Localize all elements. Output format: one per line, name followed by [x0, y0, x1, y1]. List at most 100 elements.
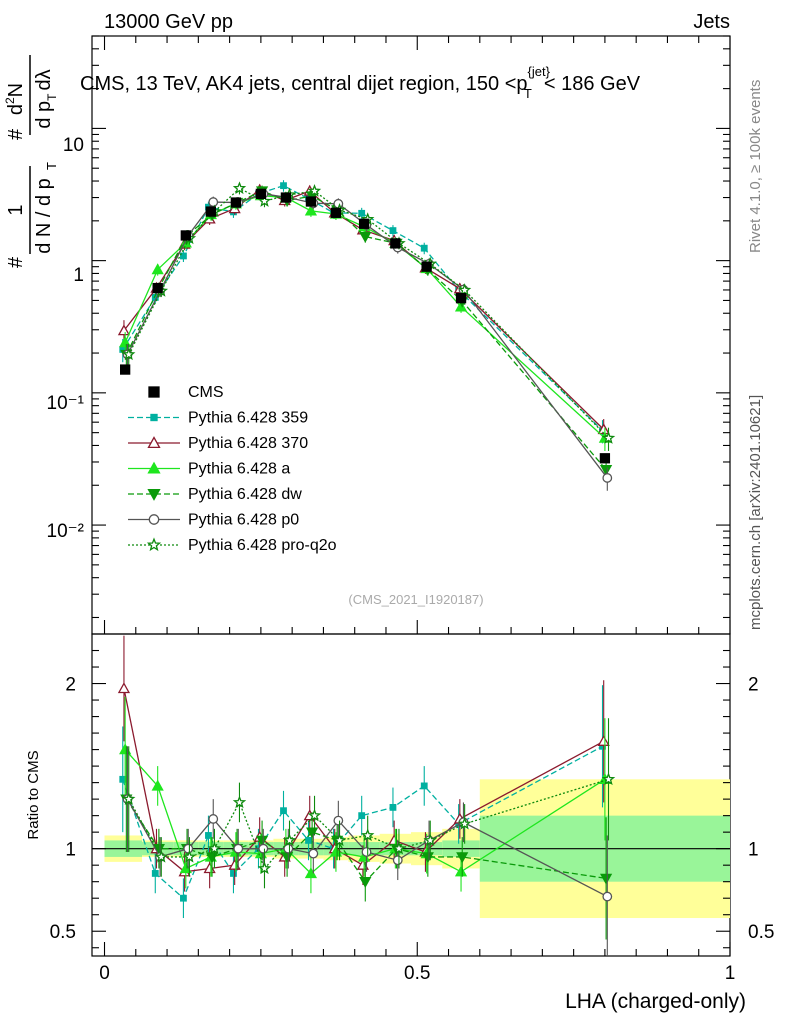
chart-title-sup: {jet} — [528, 64, 551, 79]
ratio-point — [283, 843, 294, 854]
y-label-hash-2: # — [5, 128, 27, 140]
ratio-point — [359, 877, 372, 889]
legend: CMS Pythia 6.428 359 Pythia 6.428 370 Pythi… — [128, 384, 337, 554]
x-tick-label: 1 — [725, 963, 736, 984]
y-tick-label-0.01: 10⁻² — [47, 521, 85, 542]
chart-title: CMS, 13 TeV, AK4 jets, central dijet reg… — [80, 64, 641, 101]
ratio-point — [601, 772, 616, 786]
x-tick-label: 0.5 — [404, 963, 430, 984]
analysis-id: (CMS_2021_I1920187) — [348, 592, 483, 607]
axis-ticks: 0 0.5 1 0.5 0.5 1 1 2 2 — [50, 35, 774, 984]
ratio-point — [389, 803, 397, 811]
ratio-point — [233, 843, 244, 854]
ratio-point — [602, 891, 613, 902]
legend-item-3: Pythia 6.428 a — [128, 461, 290, 478]
legend-label: Pythia 6.428 pro-q2o — [188, 537, 337, 554]
chart-title-tail: < 186 GeV — [544, 73, 641, 95]
ratio-point — [208, 814, 219, 824]
ratio-series-line — [122, 745, 603, 900]
y-label-fraction-1-num: 1 — [5, 204, 27, 215]
data-point — [421, 261, 432, 272]
ratio-point — [305, 837, 312, 844]
ratio-point — [457, 816, 472, 830]
legend-label: Pythia 6.428 370 — [188, 435, 308, 452]
ratio-point — [361, 828, 375, 842]
ratio-point — [154, 849, 169, 863]
y-label-fraction-1-den-sub: T — [44, 162, 59, 170]
main-y-axis: 10 1 10⁻¹ 10⁻² — [47, 135, 85, 542]
ratio-point — [392, 855, 403, 866]
data-point — [358, 218, 370, 229]
y-tick-label-1: 1 — [73, 265, 84, 286]
data-point — [205, 206, 216, 217]
main-point — [257, 194, 272, 207]
ratio-series-6 — [122, 718, 616, 889]
ratio-point — [456, 852, 469, 864]
data-point — [455, 293, 467, 304]
ratio-point — [151, 870, 159, 877]
legend-label: Pythia 6.428 a — [188, 461, 290, 478]
mcplots-label: mcplots.cern.ch [arXiv:2401.10621] — [747, 395, 764, 630]
ratio-tick-label-right: 2 — [748, 675, 759, 696]
data-point — [280, 192, 292, 203]
ratio-point — [180, 894, 187, 902]
ratio-point — [151, 779, 164, 791]
data-point — [305, 196, 317, 207]
ratio-point — [182, 849, 197, 863]
main-point — [307, 183, 322, 197]
data-point — [180, 230, 191, 241]
ratio-point — [232, 795, 247, 809]
legend-marker — [147, 488, 161, 501]
legend-marker — [150, 413, 158, 422]
legend-marker — [146, 537, 162, 552]
ratio-tick-label-left: 0.5 — [50, 922, 76, 943]
y-tick-label-10: 10 — [63, 135, 84, 156]
ratio-point — [183, 843, 194, 854]
legend-label: CMS — [188, 384, 224, 401]
y-label-fraction-2-den-sub: T — [45, 93, 59, 101]
legend-marker — [147, 436, 161, 449]
ratio-point — [117, 682, 131, 694]
ratio-point — [332, 833, 347, 847]
ratio-point — [597, 734, 610, 746]
legend-label: Pythia 6.428 359 — [188, 410, 308, 427]
main-point — [180, 252, 187, 260]
legend-label: Pythia 6.428 dw — [188, 486, 302, 503]
header-left: 13000 GeV pp — [104, 11, 233, 33]
main-plot-series — [117, 180, 616, 491]
main-point — [359, 231, 372, 243]
main-point — [232, 181, 247, 195]
y-label-fraction-2-sup: 2 — [3, 97, 17, 104]
chart-title-sub: T — [524, 86, 532, 101]
data-point — [330, 207, 342, 218]
data-point — [599, 453, 611, 464]
legend-item-6: Pythia 6.428 pro-q2o — [128, 537, 337, 554]
legend-label: Pythia 6.428 p0 — [188, 512, 299, 529]
legend-marker — [147, 461, 161, 474]
data-point — [120, 364, 131, 375]
ratio-point — [255, 835, 269, 847]
y-label-fraction-2-n: N — [5, 83, 27, 97]
ratio-tick-label-left: 2 — [65, 675, 76, 696]
y-label-fraction-1: 1 d N / d p T — [5, 162, 59, 254]
ratio-point — [333, 815, 344, 826]
main-series-line — [126, 193, 608, 479]
y-label-fraction-2-den: d pTdλ — [33, 69, 59, 128]
ratio-series-line — [124, 749, 606, 875]
ratio-point — [392, 841, 406, 855]
legend-item-1: Pythia 6.428 359 — [128, 410, 308, 427]
ratio-point — [257, 861, 272, 875]
ratio-point — [329, 845, 343, 857]
legend-marker — [148, 386, 160, 398]
ratio-point — [454, 865, 468, 877]
x-axis-label: LHA (charged-only) — [565, 990, 746, 1013]
y-label-fraction-2: d2N d pTdλ — [3, 55, 59, 135]
ratio-point — [420, 782, 428, 790]
ratio-series-1 — [119, 685, 606, 919]
y-label-fraction-2-d: d — [5, 104, 27, 115]
main-point — [602, 473, 613, 483]
ratio-point — [280, 807, 287, 815]
ratio-point — [599, 873, 613, 885]
ratio-point — [207, 841, 222, 855]
